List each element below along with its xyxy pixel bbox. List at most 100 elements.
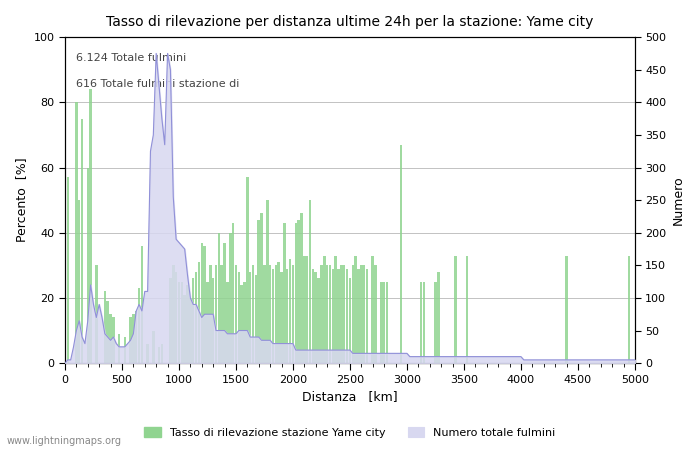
Bar xyxy=(454,256,456,363)
Bar xyxy=(197,262,200,363)
Bar xyxy=(158,347,160,363)
Bar xyxy=(130,318,132,363)
Bar xyxy=(212,279,214,363)
Bar xyxy=(169,279,172,363)
Bar xyxy=(466,256,468,363)
Bar xyxy=(78,200,80,363)
Bar xyxy=(249,272,251,363)
Bar xyxy=(400,145,402,363)
Bar xyxy=(366,269,368,363)
Bar xyxy=(118,334,120,363)
Bar xyxy=(172,266,174,363)
Bar xyxy=(351,266,354,363)
Bar xyxy=(346,269,349,363)
Bar xyxy=(260,213,263,363)
Bar xyxy=(317,279,320,363)
Bar xyxy=(280,272,283,363)
Bar xyxy=(66,177,69,363)
Bar xyxy=(75,102,78,363)
Bar xyxy=(343,266,346,363)
Bar xyxy=(183,295,186,363)
Bar xyxy=(298,220,300,363)
Bar xyxy=(300,213,302,363)
Bar xyxy=(246,177,248,363)
Bar xyxy=(340,266,342,363)
Bar xyxy=(141,246,144,363)
Bar xyxy=(309,200,312,363)
Bar xyxy=(423,282,426,363)
Bar xyxy=(337,269,340,363)
Bar xyxy=(286,269,288,363)
Bar xyxy=(363,266,365,363)
Bar xyxy=(314,272,317,363)
Bar xyxy=(420,282,422,363)
Bar xyxy=(106,301,109,363)
Bar xyxy=(195,272,197,363)
Bar xyxy=(258,220,260,363)
Bar xyxy=(186,285,189,363)
Bar xyxy=(175,272,177,363)
Bar xyxy=(252,266,254,363)
Bar xyxy=(283,223,286,363)
Bar xyxy=(215,266,217,363)
Bar xyxy=(360,266,363,363)
Bar xyxy=(160,344,163,363)
Bar xyxy=(218,233,220,363)
Bar xyxy=(329,266,331,363)
Bar xyxy=(274,266,277,363)
Bar xyxy=(206,282,209,363)
Bar xyxy=(232,223,235,363)
Bar xyxy=(277,262,280,363)
Bar xyxy=(374,266,377,363)
Bar xyxy=(292,266,294,363)
Bar xyxy=(209,266,211,363)
Bar xyxy=(104,292,106,363)
Bar xyxy=(220,266,223,363)
Text: www.lightningmaps.org: www.lightningmaps.org xyxy=(7,436,122,446)
Bar xyxy=(312,269,314,363)
Title: Tasso di rilevazione per distanza ultime 24h per la stazione: Yame city: Tasso di rilevazione per distanza ultime… xyxy=(106,15,594,29)
Bar xyxy=(335,256,337,363)
Y-axis label: Percento  [%]: Percento [%] xyxy=(15,158,28,243)
Bar xyxy=(181,282,183,363)
Bar xyxy=(80,119,83,363)
Bar xyxy=(386,282,389,363)
Bar xyxy=(112,318,115,363)
Bar xyxy=(152,331,155,363)
X-axis label: Distanza   [km]: Distanza [km] xyxy=(302,391,398,404)
Bar xyxy=(132,314,134,363)
Bar xyxy=(349,279,351,363)
Bar xyxy=(628,256,631,363)
Bar xyxy=(383,282,386,363)
Bar xyxy=(243,282,246,363)
Bar xyxy=(566,256,568,363)
Text: 616 Totale fulmini stazione di: 616 Totale fulmini stazione di xyxy=(76,80,239,90)
Bar xyxy=(306,256,309,363)
Bar xyxy=(332,269,334,363)
Bar xyxy=(90,89,92,363)
Bar xyxy=(255,275,257,363)
Bar xyxy=(223,243,226,363)
Bar xyxy=(437,272,440,363)
Bar xyxy=(234,266,237,363)
Legend: Tasso di rilevazione stazione Yame city, Numero totale fulmini: Tasso di rilevazione stazione Yame city,… xyxy=(140,423,560,442)
Bar xyxy=(95,266,97,363)
Bar xyxy=(138,288,140,363)
Bar xyxy=(192,279,195,363)
Bar xyxy=(189,298,192,363)
Bar xyxy=(303,256,306,363)
Bar xyxy=(226,282,229,363)
Bar xyxy=(178,282,180,363)
Bar xyxy=(295,223,297,363)
Bar xyxy=(323,256,326,363)
Bar xyxy=(240,285,243,363)
Bar xyxy=(380,282,382,363)
Bar xyxy=(326,266,328,363)
Bar xyxy=(266,200,269,363)
Bar xyxy=(289,259,291,363)
Bar xyxy=(434,282,437,363)
Bar xyxy=(320,266,323,363)
Bar xyxy=(229,233,232,363)
Bar xyxy=(237,272,240,363)
Bar xyxy=(357,269,360,363)
